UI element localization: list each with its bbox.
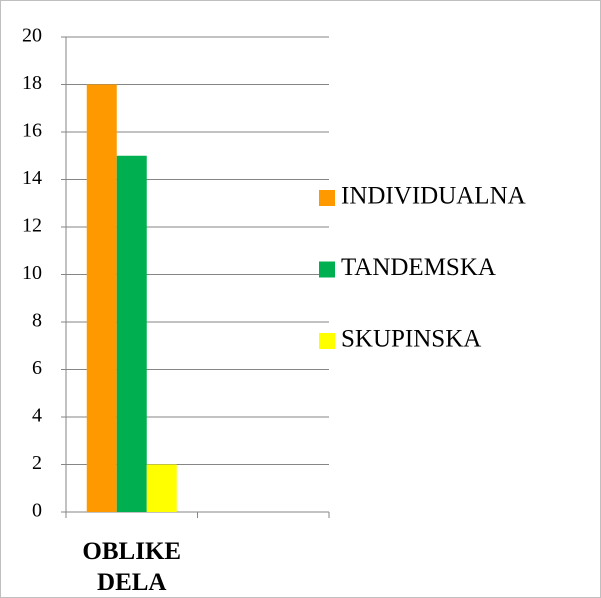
y-tick-label: 20 [22, 25, 42, 47]
x-tick-label: OBLIKE DELA [82, 538, 182, 596]
legend-label: TANDEMSKA [341, 254, 496, 281]
bar [116, 155, 147, 512]
y-tick-label: 14 [22, 167, 42, 189]
legend-swatch [319, 333, 335, 349]
y-tick-label: 18 [22, 72, 42, 94]
legend-swatch [319, 261, 335, 278]
y-tick-label: 12 [22, 215, 42, 237]
y-tick-label: 0 [32, 500, 42, 522]
y-tick-label: 16 [22, 120, 42, 142]
legend-swatch [319, 190, 335, 206]
legend-label: SKUPINSKA [341, 326, 481, 353]
legend-label: INDIVIDUALNA [341, 183, 526, 210]
y-tick-label: 4 [32, 405, 42, 427]
y-tick-label: 2 [32, 452, 42, 474]
bar [146, 464, 177, 512]
y-tick-label: 10 [22, 262, 42, 284]
y-tick-label: 6 [32, 357, 42, 379]
y-tick-label: 8 [32, 310, 42, 332]
bar [86, 84, 117, 512]
